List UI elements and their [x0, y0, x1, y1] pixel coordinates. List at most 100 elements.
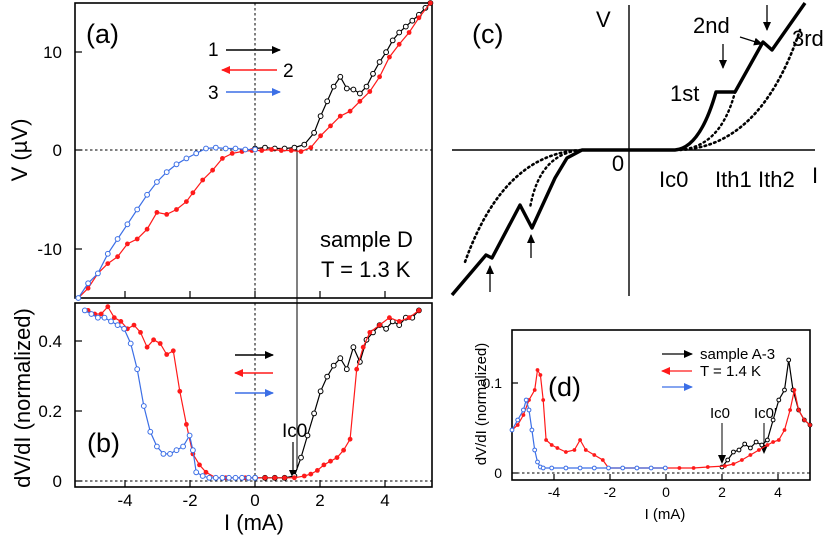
- branch-label-2nd: 2nd: [693, 13, 730, 38]
- series-1-point: [311, 410, 318, 417]
- branch-1st-curve: [450, 2, 807, 297]
- series-2-point: [541, 398, 546, 402]
- panel-a-plot: [75, 0, 434, 301]
- panel-d-xtick: -2: [604, 484, 617, 500]
- series-2-point: [269, 147, 274, 152]
- series-3-point: [252, 146, 259, 153]
- series-2-point: [184, 422, 189, 427]
- series-2-point: [347, 108, 353, 114]
- series-2-point: [292, 475, 297, 481]
- series-3-point: [147, 428, 154, 435]
- ic0-tick-label: Ic0: [659, 167, 688, 192]
- series-2-point: [416, 308, 422, 313]
- series-3-point: [206, 474, 213, 481]
- series-3-point: [529, 427, 535, 433]
- panel-b-xlabel: I (mA): [224, 510, 284, 535]
- series-3-point: [232, 145, 239, 152]
- panel-d-xtick: -4: [548, 484, 561, 500]
- series-1-point: [330, 362, 337, 369]
- series-2-point: [154, 210, 160, 215]
- series-3-point: [134, 206, 141, 213]
- series-2-point: [387, 54, 392, 60]
- series-2-point: [354, 366, 360, 372]
- series-2-point: [334, 455, 340, 460]
- panel-d-xlabel: I (mA): [645, 506, 686, 523]
- panel-b-xtick: -4: [117, 491, 132, 510]
- legend-label-3: 3: [208, 83, 219, 104]
- series-3-point: [104, 250, 111, 257]
- panel-b-ticks: [75, 340, 386, 487]
- series-1-point: [324, 98, 331, 105]
- series-1-point: [753, 439, 759, 445]
- series-3-point: [173, 161, 180, 168]
- series-3-point: [186, 432, 193, 439]
- panel-b-ytick: 0: [53, 472, 62, 491]
- series-2-point: [740, 458, 744, 462]
- series-1-point: [343, 366, 350, 373]
- series-2-point: [757, 448, 761, 452]
- temperature-label-d: T = 1.4 K: [700, 363, 761, 380]
- series-2-point: [515, 423, 520, 427]
- series-2-point: [406, 30, 412, 35]
- series-3-point: [226, 474, 232, 481]
- branch-2nd-curve: [528, 90, 737, 210]
- series-3-point: [95, 314, 101, 321]
- series-2-point: [85, 285, 91, 291]
- panel-d-ylabel: dV/dI (normalized): [473, 343, 490, 466]
- series-3-point: [154, 179, 160, 185]
- series-3-point: [183, 155, 190, 162]
- series-3-point: [114, 322, 121, 329]
- series-2-point: [406, 315, 412, 321]
- series-2-point: [416, 15, 422, 21]
- series-2-point: [134, 236, 140, 242]
- series-2-point: [200, 177, 206, 183]
- series-3-point: [160, 451, 167, 457]
- series-3-point: [521, 407, 526, 413]
- series-2-point: [731, 462, 736, 466]
- panel-d-ticks: [512, 382, 779, 480]
- series-2-point: [367, 89, 373, 94]
- series-3-point: [203, 145, 209, 152]
- series-2-point: [105, 261, 111, 266]
- series-1-point: [409, 17, 416, 24]
- series-2-point: [282, 475, 287, 481]
- series-2-point: [564, 450, 568, 454]
- series-2-point: [360, 344, 366, 350]
- legend-label-1: 1: [208, 40, 219, 61]
- series-2-point: [315, 468, 320, 473]
- series-2-point: [377, 74, 382, 80]
- series-1-point: [350, 86, 357, 93]
- series-2-point: [111, 315, 117, 321]
- series-1-point: [298, 454, 304, 461]
- series-3-point: [242, 146, 249, 153]
- series-1-point: [402, 23, 409, 30]
- series-2-point: [131, 322, 137, 328]
- panel-b-plot: [81, 304, 422, 481]
- series-3-point: [190, 447, 196, 454]
- series-1-point: [324, 373, 331, 380]
- series-2-point: [164, 352, 170, 357]
- series-2-point: [118, 319, 124, 324]
- series-3-point: [634, 465, 640, 471]
- series-2-point: [144, 226, 150, 232]
- series-1-point: [357, 90, 363, 97]
- series-2-point: [341, 447, 346, 453]
- series-2-point: [308, 471, 314, 477]
- series-1-point: [350, 344, 357, 351]
- series-2-point: [115, 254, 120, 260]
- series-3-point: [509, 427, 515, 433]
- panel-b-ylabel: dV/dI (normalized): [10, 308, 35, 488]
- series-2-point: [125, 241, 130, 247]
- series-2-point: [578, 438, 582, 442]
- series-2-point: [572, 448, 577, 452]
- series-2-point: [259, 148, 265, 153]
- series-2-point: [600, 458, 605, 462]
- panel-a-legend: 1 2 3: [208, 40, 294, 104]
- series-3-point: [648, 465, 654, 471]
- series-1-point: [291, 144, 298, 151]
- series-2-point: [357, 98, 363, 104]
- series-2-point: [301, 473, 307, 479]
- series-2-point: [337, 113, 343, 119]
- series-1-point: [343, 85, 350, 92]
- series-2-point: [428, 0, 433, 6]
